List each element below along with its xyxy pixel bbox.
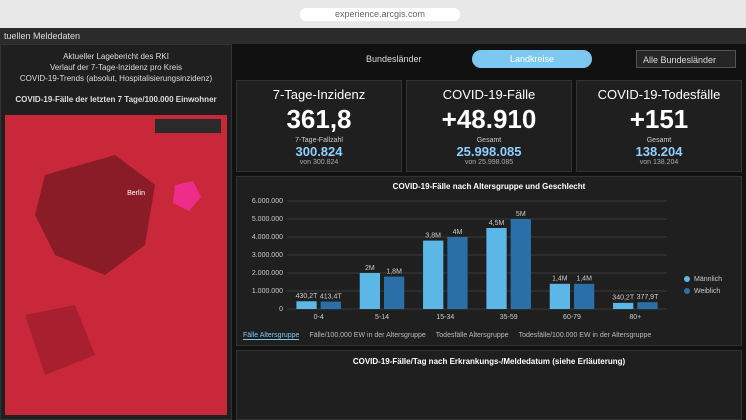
bar: [574, 283, 595, 309]
value-label: 3,8M: [425, 232, 441, 239]
y-tick-label: 1.000.000: [252, 288, 283, 295]
value-label: 430,2T: [296, 293, 319, 300]
y-tick-label: 2.000.000: [252, 270, 283, 277]
value-label: 5M: [516, 211, 526, 218]
dropdown[interactable]: Alle Bundesländer: [636, 50, 736, 68]
second-chart-title: COVID-19-Fälle/Tag nach Erkrankungs-/Mel…: [352, 357, 626, 366]
x-tick-label: 35-59: [500, 314, 518, 321]
browser-bar: experience.arcgis.com: [0, 0, 746, 28]
card-sub-value: 300.824: [295, 144, 343, 159]
card-value: +48.910: [441, 104, 537, 134]
map-label: Berlin: [127, 190, 145, 197]
card: COVID-19-Fälle +48.910 Gesamt 25.998.085…: [406, 80, 572, 172]
x-tick-label: 80+: [629, 314, 641, 321]
tab-active[interactable]: Landkreise: [472, 50, 592, 68]
bar: [613, 302, 634, 309]
link[interactable]: Verlauf der 7-Tage-Inzidenz pro Kreis: [49, 63, 183, 72]
card-sub-value: 138.204: [635, 144, 683, 159]
value-label: 1,8M: [386, 268, 402, 275]
bar: [549, 283, 570, 309]
chart-tab[interactable]: Todesfälle Altersgruppe: [435, 332, 509, 339]
card-value: 361,8: [286, 104, 352, 134]
y-tick-label: 5.000.000: [252, 216, 283, 223]
map[interactable]: Berlin: [5, 115, 227, 415]
bar: [296, 301, 317, 309]
chart: COVID-19-Fälle nach Altersgruppe und Ges…: [252, 182, 722, 321]
legend-swatch: [684, 288, 690, 294]
value-label: 377,9T: [637, 294, 660, 301]
chart-title: COVID-19-Fälle nach Altersgruppe und Ges…: [393, 182, 586, 191]
tab-row: Bundesländer Landkreise Alle Bundeslände…: [236, 46, 746, 76]
card-note: von 138.204: [639, 159, 679, 166]
card: COVID-19-Todesfälle +151 Gesamt 138.204 …: [576, 80, 742, 172]
bar: [384, 276, 405, 309]
card-title: 7-Tage-Inzidenz: [272, 87, 366, 102]
y-tick-label: 0: [279, 306, 283, 313]
card-sub-label: 7-Tage-Fallzahl: [295, 137, 343, 144]
card-sub-value: 25.998.085: [456, 144, 522, 159]
card-title: COVID-19-Todesfälle: [597, 87, 721, 102]
card-title: COVID-19-Fälle: [442, 87, 536, 102]
header: tuellen Meldedaten: [0, 28, 746, 44]
value-label: 1,4M: [552, 276, 568, 283]
value-label: 4,5M: [489, 220, 505, 227]
card-note: von 300.824: [299, 159, 339, 166]
second-chart-panel: COVID-19-Fälle/Tag nach Erkrankungs-/Mel…: [236, 350, 742, 420]
value-label: 413,4T: [320, 293, 343, 300]
value-label: 2M: [365, 265, 375, 272]
card-sub-label: Gesamt: [646, 137, 672, 144]
bar: [447, 237, 468, 309]
map-title: COVID-19-Fälle der letzten 7 Tage/100.00…: [15, 95, 217, 104]
chart-tab[interactable]: Todesfälle/100.000 EW in der Altersgrupp…: [518, 332, 652, 339]
legend-label: Weiblich: [694, 288, 720, 295]
x-tick-label: 0-4: [314, 314, 324, 321]
url[interactable]: experience.arcgis.com: [300, 8, 460, 21]
y-tick-label: 6.000.000: [252, 198, 283, 205]
y-tick-label: 3.000.000: [252, 252, 283, 259]
chart-tab[interactable]: Fälle Altersgruppe: [243, 332, 300, 340]
value-label: 1,4M: [576, 276, 592, 283]
legend-label: Männlich: [694, 276, 722, 283]
chart-panel: COVID-19-Fälle nach Altersgruppe und Ges…: [236, 176, 742, 346]
left-panel: Aktueller Lagebericht des RKI Verlauf de…: [0, 44, 232, 420]
legend-swatch: [684, 276, 690, 282]
bar: [510, 219, 531, 309]
bar: [423, 240, 444, 309]
link[interactable]: Aktueller Lagebericht des RKI: [63, 52, 169, 61]
x-tick-label: 15-34: [436, 314, 454, 321]
chart-tab[interactable]: Fälle/100.000 EW in der Altersgruppe: [309, 332, 426, 339]
value-label: 4M: [453, 229, 463, 236]
bar: [486, 228, 507, 309]
bar: [320, 301, 341, 309]
card-sub-label: Gesamt: [476, 137, 502, 144]
card-value: +151: [629, 104, 689, 134]
card: 7-Tage-Inzidenz 361,8 7-Tage-Fallzahl 30…: [236, 80, 402, 172]
bar: [637, 302, 658, 309]
link[interactable]: COVID-19-Trends (absolut, Hospitalisieru…: [19, 74, 213, 83]
x-tick-label: 5-14: [375, 314, 389, 321]
y-tick-label: 4.000.000: [252, 234, 283, 241]
tab[interactable]: Bundesländer: [366, 54, 422, 64]
bar: [359, 273, 380, 309]
x-tick-label: 60-79: [563, 314, 581, 321]
value-label: 340,2T: [612, 295, 635, 302]
card-note: von 25.998.085: [464, 159, 514, 166]
